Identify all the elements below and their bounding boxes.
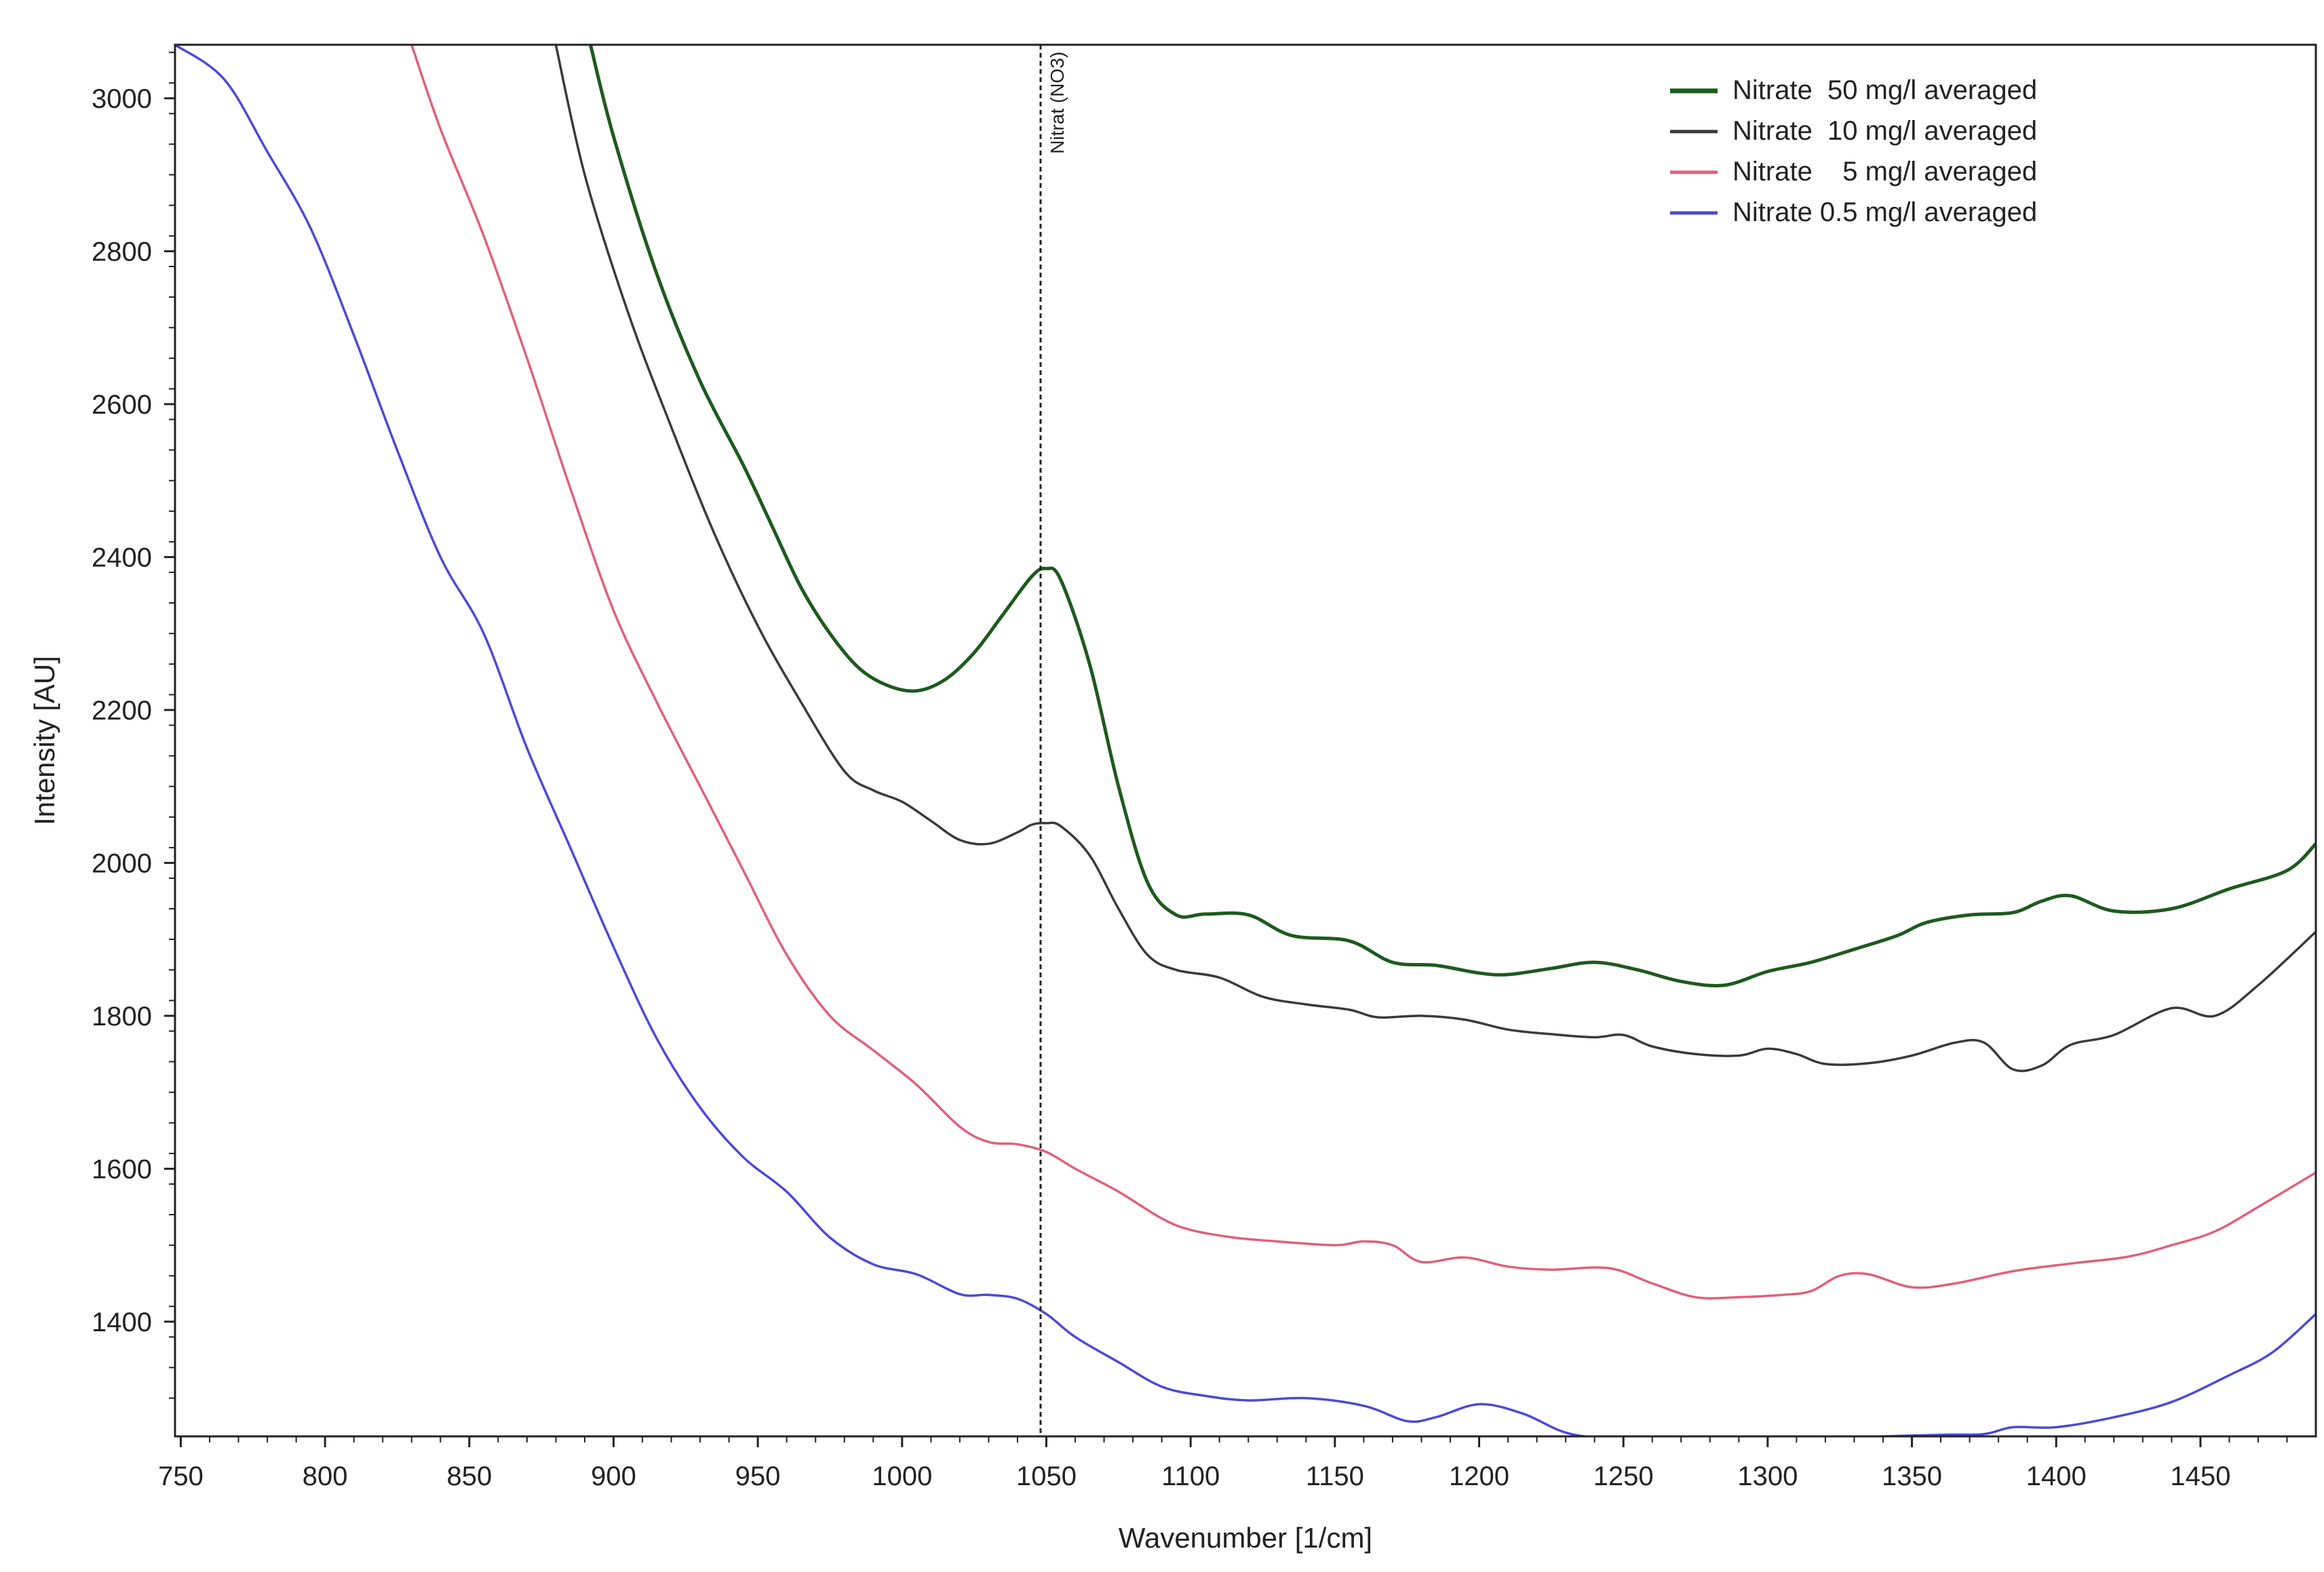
- series-line-nitrate-50: [589, 45, 2316, 987]
- legend: Nitrate 50 mg/l averaged Nitrate 10 mg/l …: [1670, 75, 2037, 227]
- x-tick-label: 1250: [1593, 1461, 1654, 1491]
- x-tick-label: 750: [158, 1461, 204, 1491]
- y-tick-label: 1400: [92, 1308, 152, 1337]
- y-tick-label: 2600: [92, 390, 152, 420]
- series-layer: [175, 45, 2316, 1436]
- x-tick-label: 1350: [1882, 1461, 1942, 1491]
- x-tick-label: 850: [446, 1461, 492, 1491]
- x-tick-label: 1450: [2170, 1461, 2230, 1491]
- x-tick-label: 1400: [2026, 1461, 2087, 1491]
- x-axis-title: Wavenumber [1/cm]: [1119, 1522, 1372, 1554]
- series-line-nitrate-10: [554, 45, 2316, 1072]
- y-tick-label: 2800: [92, 237, 152, 267]
- x-tick-label: 1150: [1306, 1461, 1364, 1491]
- y-tick-label: 3000: [92, 84, 152, 114]
- plot-frame: [174, 43, 2317, 1438]
- legend-label-nitrate-10: Nitrate 10 mg/l averaged: [1732, 116, 2037, 146]
- y-axis-title: Intensity [AU]: [28, 656, 60, 825]
- nitrate-marker-label: Nitrat (NO3): [1047, 52, 1068, 154]
- series-line-nitrate-0-5: [175, 45, 2316, 1436]
- x-axis: 750 800 850 900 950 1000 1050 1100 1150 1200 1250 1…: [158, 1436, 2288, 1491]
- legend-label-nitrate-5: Nitrate 5 mg/l averaged: [1732, 157, 2037, 186]
- x-tick-label: 1200: [1449, 1461, 1509, 1491]
- x-tick-label: 800: [303, 1461, 348, 1491]
- y-tick-label: 2000: [92, 848, 152, 878]
- legend-label-nitrate-50: Nitrate 50 mg/l averaged: [1732, 75, 2037, 105]
- x-tick-label: 1050: [1016, 1461, 1077, 1491]
- series-line-nitrate-5: [410, 45, 2316, 1300]
- y-tick-label: 2400: [92, 543, 152, 572]
- y-axis: 1400 1600 1800 2000 2200 2400 2600 2800 3000: [92, 52, 175, 1399]
- y-tick-label: 1600: [92, 1154, 152, 1184]
- x-tick-label: 1000: [872, 1461, 932, 1491]
- x-tick-label: 900: [591, 1461, 636, 1491]
- x-tick-label: 1300: [1737, 1461, 1798, 1491]
- x-tick-label: 1100: [1161, 1461, 1220, 1491]
- legend-label-nitrate-0-5: Nitrate 0.5 mg/l averaged: [1732, 197, 2037, 227]
- marker-layer: Nitrat (NO3): [1039, 45, 1068, 1436]
- y-tick-label: 2200: [92, 696, 152, 726]
- y-tick-label: 1800: [92, 1002, 152, 1031]
- x-tick-label: 950: [735, 1461, 781, 1491]
